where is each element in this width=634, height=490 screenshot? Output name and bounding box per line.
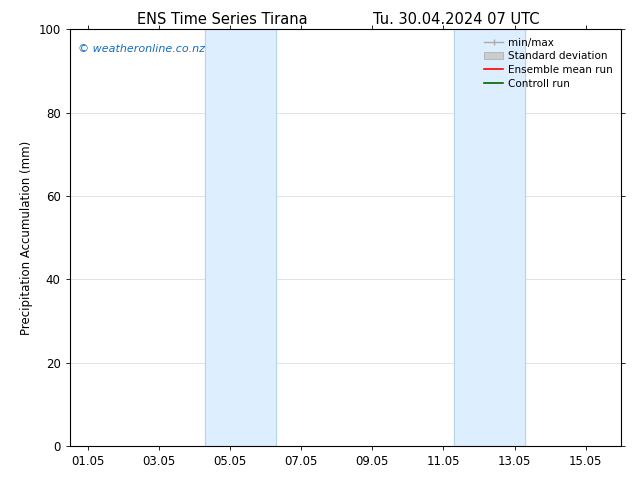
Bar [454, 29, 525, 446]
Bar [205, 29, 276, 446]
Text: Tu. 30.04.2024 07 UTC: Tu. 30.04.2024 07 UTC [373, 12, 540, 27]
Legend: min/max, Standard deviation, Ensemble mean run, Controll run: min/max, Standard deviation, Ensemble me… [481, 35, 616, 92]
Text: ENS Time Series Tirana: ENS Time Series Tirana [136, 12, 307, 27]
Y-axis label: Precipitation Accumulation (mm): Precipitation Accumulation (mm) [20, 141, 33, 335]
Text: © weatheronline.co.nz: © weatheronline.co.nz [78, 44, 205, 54]
